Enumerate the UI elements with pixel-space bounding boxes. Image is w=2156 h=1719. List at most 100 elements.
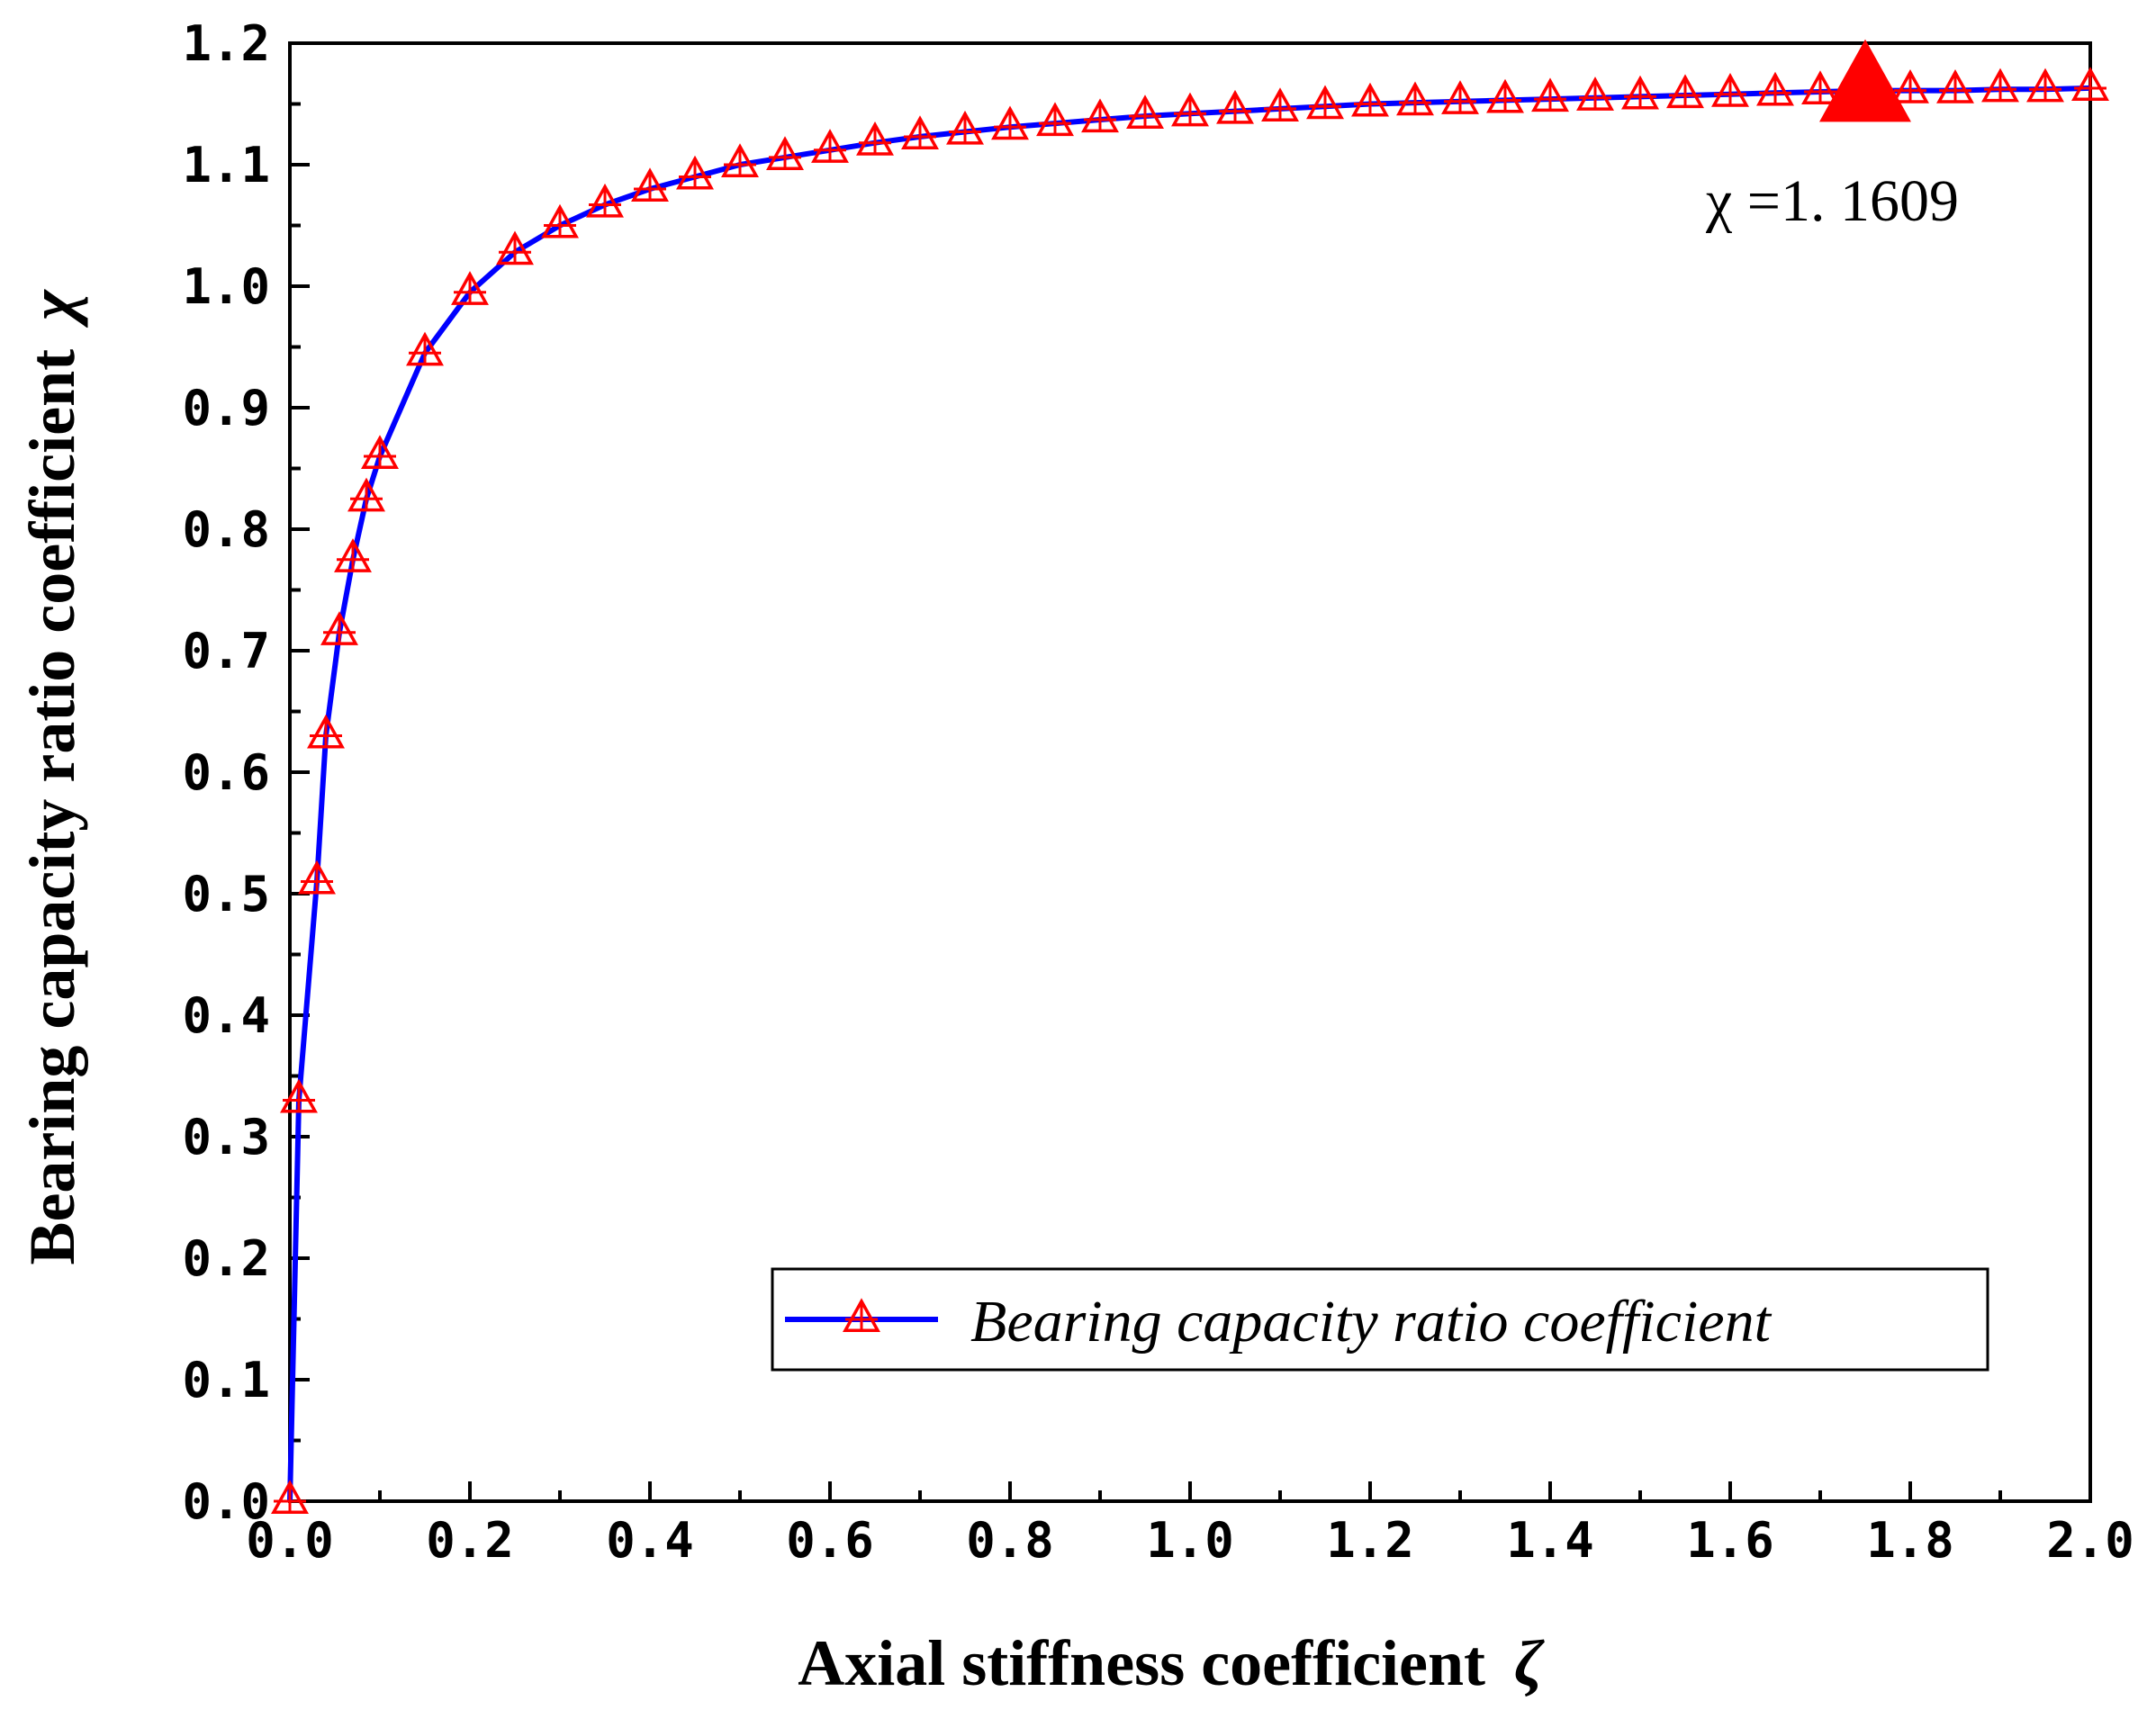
data-point (298, 860, 336, 895)
data-point (901, 115, 939, 150)
data-point-shape (1936, 68, 1974, 104)
data-point-shape (1396, 81, 1434, 116)
y-tick-label: 0.2 (182, 1230, 270, 1287)
highlight-point (1819, 39, 1911, 122)
data-point (676, 155, 714, 190)
legend-box (771, 1267, 1989, 1372)
data-point-shape (1891, 68, 1929, 104)
data-point-shape (1756, 71, 1794, 106)
data-point (496, 230, 534, 266)
data-point (451, 271, 489, 305)
y-tick-label: 0.6 (182, 744, 270, 801)
y-axis-title-text: Bearing capacity ratio coefficient (16, 349, 88, 1265)
data-point (334, 538, 372, 572)
y-tick-label: 0.1 (182, 1352, 270, 1408)
data-point (766, 136, 804, 170)
x-axis-title-text: Axial stiffness coefficient (798, 1627, 1485, 1699)
data-point (1261, 87, 1299, 122)
data-point (320, 611, 358, 645)
legend-label: Bearing capacity ratio coefficient (970, 1289, 1773, 1354)
data-point (811, 129, 849, 163)
data-point (946, 110, 984, 145)
data-point (1486, 78, 1524, 113)
data-point (1126, 94, 1164, 130)
data-point (1801, 70, 1839, 105)
data-point (1936, 68, 1974, 104)
data-point (406, 331, 444, 366)
data-point (361, 435, 399, 470)
data-point (631, 167, 669, 202)
axis-ticks: 0.0 0.2 0.4 0.6 0.8 1.0 1.2 1.4 1.6 1.8 2.0 0.0 0.1 0… (182, 15, 2133, 1569)
data-point (1396, 81, 1434, 116)
data-point-shape (1486, 78, 1524, 113)
y-tick-label: 0.0 (182, 1473, 270, 1530)
data-point (1756, 71, 1794, 106)
y-tick-label: 0.9 (182, 380, 270, 436)
data-point-shape (347, 477, 385, 512)
data-point (1351, 82, 1389, 117)
series-line (287, 85, 2091, 1502)
data-point (586, 183, 624, 218)
data-point-shape (586, 183, 624, 218)
data-point (1576, 76, 1614, 111)
x-tick-label: 1.4 (1506, 1512, 1594, 1569)
data-point (721, 143, 759, 178)
data-point (307, 714, 345, 749)
data-point (991, 105, 1029, 140)
y-tick-label: 0.8 (182, 501, 270, 558)
x-tick-label: 1.8 (1866, 1512, 1954, 1569)
data-point (1666, 74, 1704, 109)
x-axis-title-symbol: ζ (1514, 1627, 1545, 1699)
data-point-shape (991, 105, 1029, 140)
x-tick-label: 0.4 (606, 1512, 694, 1569)
y-axis-title-symbol: χ (16, 289, 88, 328)
x-tick-label: 1.6 (1686, 1512, 1774, 1569)
data-point (271, 1480, 309, 1515)
data-point (2026, 68, 2064, 103)
y-tick-label: 0.3 (182, 1109, 270, 1166)
data-point (541, 203, 579, 238)
data-point-shape (1666, 74, 1704, 109)
y-tick-label: 1.2 (182, 15, 270, 72)
data-point (1036, 102, 1074, 137)
y-tick-label: 0.5 (182, 866, 270, 922)
x-axis-title: Axial stiffness coefficient ζ (798, 1627, 1545, 1699)
y-tick-label: 1.0 (182, 258, 270, 315)
y-tick-label: 1.1 (182, 137, 270, 194)
y-tick-label: 0.7 (182, 623, 270, 680)
data-point (1441, 80, 1479, 114)
data-point-shape (334, 538, 372, 572)
data-point (280, 1078, 318, 1113)
data-point (1306, 85, 1344, 120)
x-tick-label: 1.2 (1326, 1512, 1414, 1569)
y-axis-title: Bearing capacity ratio coefficient χ (16, 289, 88, 1265)
y-tick-label: 0.4 (182, 987, 270, 1044)
data-markers (271, 39, 2109, 1515)
x-tick-label: 0.0 (246, 1512, 334, 1569)
legend-marker-triangle (843, 1298, 880, 1333)
annotation-label: χ =1. 1609 (1705, 168, 1959, 234)
data-point-shape (406, 331, 444, 366)
legend: Bearing capacity ratio coefficient (771, 1267, 1989, 1372)
data-point (1216, 89, 1254, 124)
data-point-shape (946, 110, 984, 145)
x-tick-label: 0.2 (426, 1512, 514, 1569)
x-tick-label: 0.8 (966, 1512, 1054, 1569)
data-point (1621, 75, 1659, 110)
data-point-shape (1576, 76, 1614, 111)
data-point (856, 121, 894, 156)
data-point-shape (901, 115, 939, 150)
data-point (1711, 72, 1749, 107)
data-point-shape (451, 271, 489, 305)
data-point (2071, 67, 2109, 102)
data-point (1891, 68, 1929, 104)
data-point (1531, 77, 1569, 112)
x-tick-label: 1.0 (1146, 1512, 1234, 1569)
data-point-shape (320, 611, 358, 645)
x-tick-label: 2.0 (2046, 1512, 2134, 1569)
data-point (347, 477, 385, 512)
legend-marker (843, 1298, 880, 1333)
x-tick-label: 0.6 (786, 1512, 874, 1569)
data-series (287, 85, 2091, 1502)
